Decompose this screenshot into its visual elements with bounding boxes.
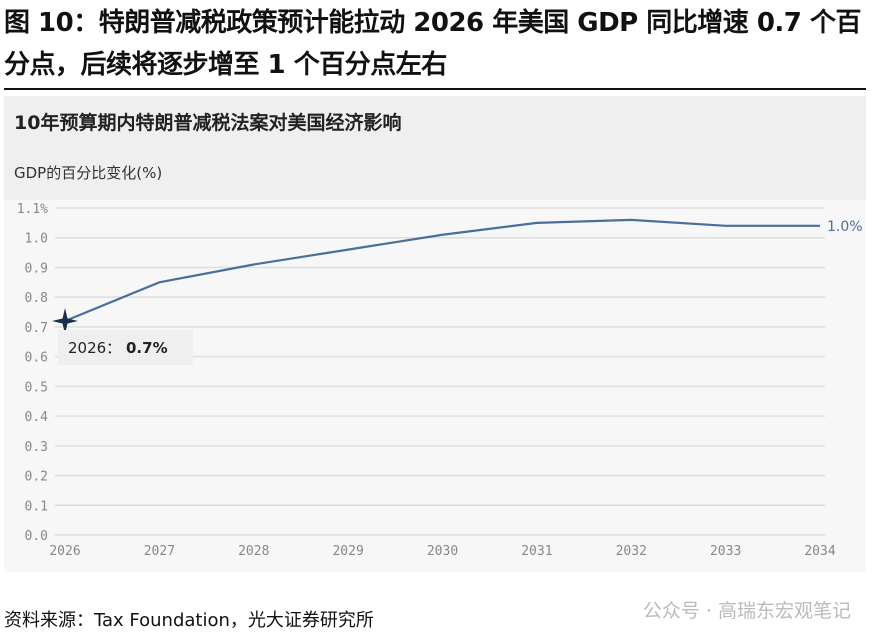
x-tick-label: 2028 [238, 544, 269, 559]
x-tick-label: 2026 [49, 544, 80, 559]
start-annotation-value: 0.7% [126, 339, 168, 357]
y-tick-label: 0.1 [25, 499, 48, 514]
title-divider [4, 88, 866, 90]
x-tick-label: 2031 [521, 544, 552, 559]
start-annotation-box [58, 330, 193, 365]
x-tick-label: 2027 [144, 544, 175, 559]
x-tick-label: 2032 [616, 544, 647, 559]
chart-panel: 10年预算期内特朗普减税法案对美国经济影响 GDP的百分比变化(%) [4, 96, 866, 572]
y-tick-label: 1.1% [17, 202, 48, 217]
watermark: 公众号 · 高瑞东宏观笔记 [642, 600, 851, 622]
y-tick-label: 1.0 [25, 232, 48, 247]
chart-header: 10年预算期内特朗普减税法案对美国经济影响 GDP的百分比变化(%) [4, 96, 866, 200]
figure-title: 图 10：特朗普减税政策预计能拉动 2026 年美国 GDP 同比增速 0.7 … [4, 8, 861, 80]
y-tick-label: 0.4 [25, 410, 49, 425]
start-marker-icon [52, 307, 78, 334]
y-tick-label: 0.6 [25, 351, 48, 366]
x-tick-label: 2030 [427, 544, 458, 559]
start-annotation-label: 2026： [68, 339, 121, 357]
x-tick-label: 2029 [332, 544, 363, 559]
end-value-label: 1.0% [827, 219, 863, 235]
source-note: 资料来源：Tax Foundation，光大证券研究所 [4, 610, 374, 631]
series-line [64, 218, 820, 322]
y-axis-label: GDP的百分比变化(%) [14, 164, 163, 182]
x-tick-label: 2034 [804, 544, 835, 559]
x-tick-label: 2033 [710, 544, 741, 559]
y-tick-label: 0.2 [25, 470, 48, 485]
y-tick-label: 0.9 [25, 261, 48, 276]
y-tick-label: 0.3 [25, 440, 48, 455]
y-tick-label: 0.0 [25, 529, 48, 544]
y-tick-label: 0.8 [25, 291, 48, 306]
y-tick-label: 0.7 [25, 321, 48, 336]
y-tick-label: 0.5 [25, 380, 48, 395]
chart-title: 10年预算期内特朗普减税法案对美国经济影响 [14, 112, 402, 134]
